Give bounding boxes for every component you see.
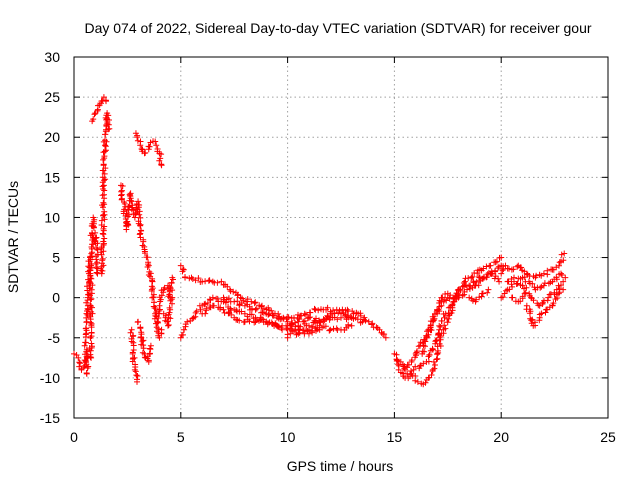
data-point-cluster xyxy=(466,286,492,305)
y-tick-label: 20 xyxy=(44,129,60,145)
data-point-cluster xyxy=(220,294,366,327)
data-point-cluster xyxy=(89,94,110,125)
y-tick-label: 15 xyxy=(44,169,60,185)
x-axis-label: GPS time / hours xyxy=(287,458,394,474)
chart-title: Day 074 of 2022, Sidereal Day-to-day VTE… xyxy=(84,20,591,36)
data-point-cluster xyxy=(397,270,503,378)
data-point-cluster xyxy=(402,262,505,373)
axis-ticks: 0 5 10 15 20 25 -15 -10 -5 0 5 10 15 20 25 30 xyxy=(40,49,616,445)
data-point-cluster xyxy=(117,182,165,341)
y-tick-label: 30 xyxy=(44,49,60,65)
grid-lines xyxy=(74,57,608,418)
data-point-cluster xyxy=(160,294,176,329)
x-tick-label: 15 xyxy=(387,429,403,445)
data-point-cluster xyxy=(71,346,92,377)
plot-frame xyxy=(73,56,609,419)
x-tick-label: 0 xyxy=(70,429,78,445)
y-tick-label: -5 xyxy=(48,330,61,346)
y-tick-label: -10 xyxy=(40,370,60,386)
x-tick-label: 20 xyxy=(493,429,509,445)
x-tick-label: 5 xyxy=(177,429,185,445)
data-point-cluster xyxy=(498,250,568,281)
data-point-cluster xyxy=(127,326,141,385)
data-point-cluster xyxy=(132,130,165,169)
data-point-cluster xyxy=(97,110,113,277)
y-tick-label: 5 xyxy=(52,250,60,266)
data-point-cluster xyxy=(504,270,569,293)
y-tick-label: 0 xyxy=(52,290,60,306)
x-tick-label: 10 xyxy=(280,429,296,445)
y-tick-label: 10 xyxy=(44,209,60,225)
y-tick-label: 25 xyxy=(44,89,60,105)
data-point-cluster xyxy=(419,294,451,357)
data-series xyxy=(71,94,569,388)
y-axis-label: SDTVAR / TECUs xyxy=(5,181,21,293)
data-point-cluster xyxy=(86,214,101,361)
data-point-cluster xyxy=(523,286,567,329)
data-point-cluster xyxy=(177,262,389,341)
data-point-cluster xyxy=(153,274,176,325)
y-tick-label: -15 xyxy=(40,410,60,426)
x-tick-label: 25 xyxy=(600,429,616,445)
data-point-cluster xyxy=(134,318,154,365)
data-point-cluster xyxy=(284,326,323,341)
data-point-cluster xyxy=(498,278,567,309)
data-point-cluster xyxy=(508,290,528,305)
